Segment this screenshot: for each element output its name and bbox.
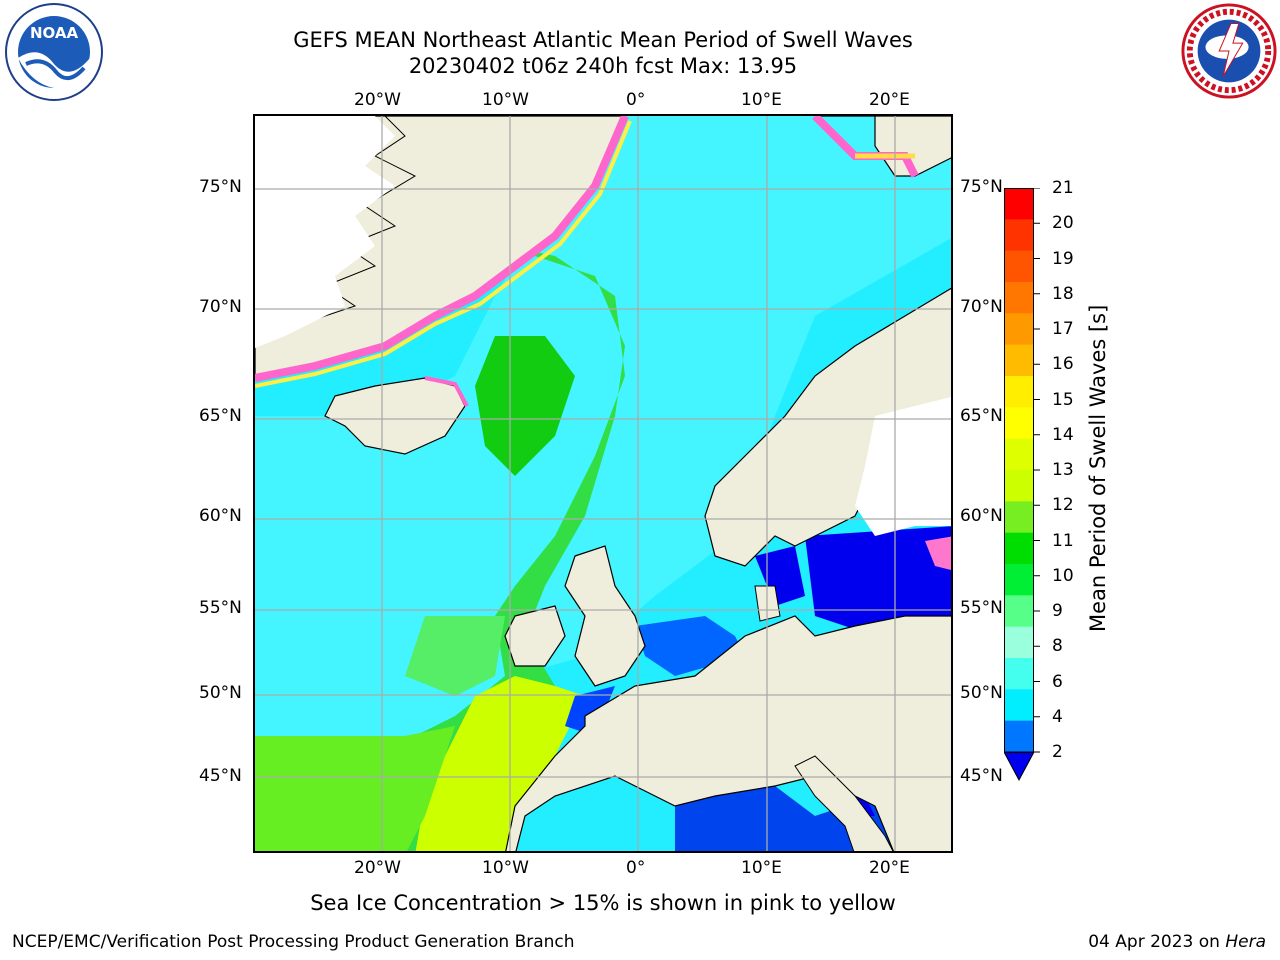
lon-tick-top: 10°E bbox=[741, 90, 782, 110]
lon-tick-top: 20°W bbox=[354, 90, 401, 110]
lon-tick-top: 10°W bbox=[482, 90, 529, 110]
lat-tick-left: 65°N bbox=[199, 406, 242, 426]
colorbar-tick-label: 6 bbox=[1052, 671, 1063, 692]
map-canvas bbox=[255, 116, 951, 851]
lat-tick-right: 75°N bbox=[960, 177, 1003, 197]
lon-tick-bottom: 10°E bbox=[741, 858, 782, 878]
colorbar-tick-label: 8 bbox=[1052, 636, 1063, 657]
colorbar-tick-label: 16 bbox=[1052, 354, 1074, 375]
lat-tick-right: 60°N bbox=[960, 506, 1003, 526]
footer-date-text: 04 Apr 2023 on bbox=[1088, 932, 1226, 952]
colorbar-segment bbox=[1004, 564, 1034, 596]
colorbar-segment bbox=[1004, 720, 1034, 753]
lat-tick-left: 60°N bbox=[199, 506, 242, 526]
lat-tick-right: 55°N bbox=[960, 598, 1003, 618]
colorbar-tick-label: 11 bbox=[1052, 530, 1074, 551]
lat-tick-right: 65°N bbox=[960, 406, 1003, 426]
colorbar-segment bbox=[1004, 689, 1034, 722]
colorbar-tick-label: 10 bbox=[1052, 565, 1074, 586]
colorbar-segment bbox=[1004, 250, 1034, 283]
colorbar-segment bbox=[1004, 188, 1034, 220]
lat-tick-right: 45°N bbox=[960, 766, 1003, 786]
colorbar-segment bbox=[1004, 407, 1034, 440]
colorbar-tick-label: 4 bbox=[1052, 706, 1063, 727]
footer-credit: NCEP/EMC/Verification Post Processing Pr… bbox=[12, 932, 575, 952]
colorbar-outline bbox=[1004, 188, 1034, 753]
colorbar-tick-label: 18 bbox=[1052, 283, 1074, 304]
lat-tick-right: 50°N bbox=[960, 683, 1003, 703]
colorbar-tick-label: 20 bbox=[1052, 213, 1074, 234]
lat-tick-left: 50°N bbox=[199, 683, 242, 703]
lon-tick-bottom: 20°E bbox=[869, 858, 910, 878]
sea-ice-note: Sea Ice Concentration > 15% is shown in … bbox=[310, 891, 896, 915]
map-gridlines bbox=[255, 116, 951, 851]
chart-subtitle: 20230402 t06z 240h fcst Max: 13.95 bbox=[408, 54, 798, 78]
colorbar-segment bbox=[1004, 501, 1034, 534]
lat-tick-right: 70°N bbox=[960, 297, 1003, 317]
colorbar-segment bbox=[1004, 438, 1034, 471]
colorbar-segment bbox=[1004, 313, 1034, 346]
lon-tick-top: 20°E bbox=[869, 90, 910, 110]
colorbar-segment bbox=[1004, 595, 1034, 628]
colorbar-tick-label: 19 bbox=[1052, 248, 1074, 269]
svg-text:NOAA: NOAA bbox=[30, 24, 79, 42]
nws-logo-icon bbox=[1181, 3, 1277, 99]
lat-tick-left: 75°N bbox=[199, 177, 242, 197]
colorbar-tick-label: 2 bbox=[1052, 742, 1063, 762]
colorbar-segment bbox=[1004, 376, 1034, 408]
colorbar bbox=[1004, 188, 1040, 782]
colorbar-tick-label: 9 bbox=[1052, 601, 1063, 621]
noaa-logo-icon: NOAA bbox=[5, 3, 103, 101]
lat-tick-left: 45°N bbox=[199, 766, 242, 786]
colorbar-tick-label: 12 bbox=[1052, 495, 1074, 516]
lat-tick-left: 70°N bbox=[199, 297, 242, 317]
lon-tick-bottom: 20°W bbox=[354, 858, 401, 878]
colorbar-tick-label: 13 bbox=[1052, 460, 1074, 480]
colorbar-segment bbox=[1004, 470, 1034, 502]
lon-tick-top: 0° bbox=[626, 90, 646, 110]
colorbar-segment bbox=[1004, 532, 1034, 565]
colorbar-segment bbox=[1004, 626, 1034, 659]
colorbar-tick-label: 21 bbox=[1052, 178, 1074, 198]
colorbar-extend-arrow bbox=[1004, 751, 1035, 782]
lon-tick-bottom: 0° bbox=[626, 858, 646, 878]
colorbar-tick-label: 17 bbox=[1052, 319, 1074, 339]
swell-period-map bbox=[253, 114, 953, 853]
colorbar-segment bbox=[1004, 344, 1034, 377]
colorbar-segment bbox=[1004, 219, 1034, 252]
colorbar-label: Mean Period of Swell Waves [s] bbox=[1086, 304, 1110, 632]
footer-host: Hera bbox=[1225, 932, 1266, 952]
colorbar-segment bbox=[1004, 282, 1034, 314]
colorbar-tick-label: 15 bbox=[1052, 389, 1074, 410]
lon-tick-bottom: 10°W bbox=[482, 858, 529, 878]
colorbar-segment bbox=[1004, 658, 1034, 690]
colorbar-tick-label: 14 bbox=[1052, 424, 1074, 445]
chart-title: GEFS MEAN Northeast Atlantic Mean Period… bbox=[293, 28, 913, 52]
footer-date: 04 Apr 2023 on Hera bbox=[1088, 932, 1266, 952]
lat-tick-left: 55°N bbox=[199, 598, 242, 618]
